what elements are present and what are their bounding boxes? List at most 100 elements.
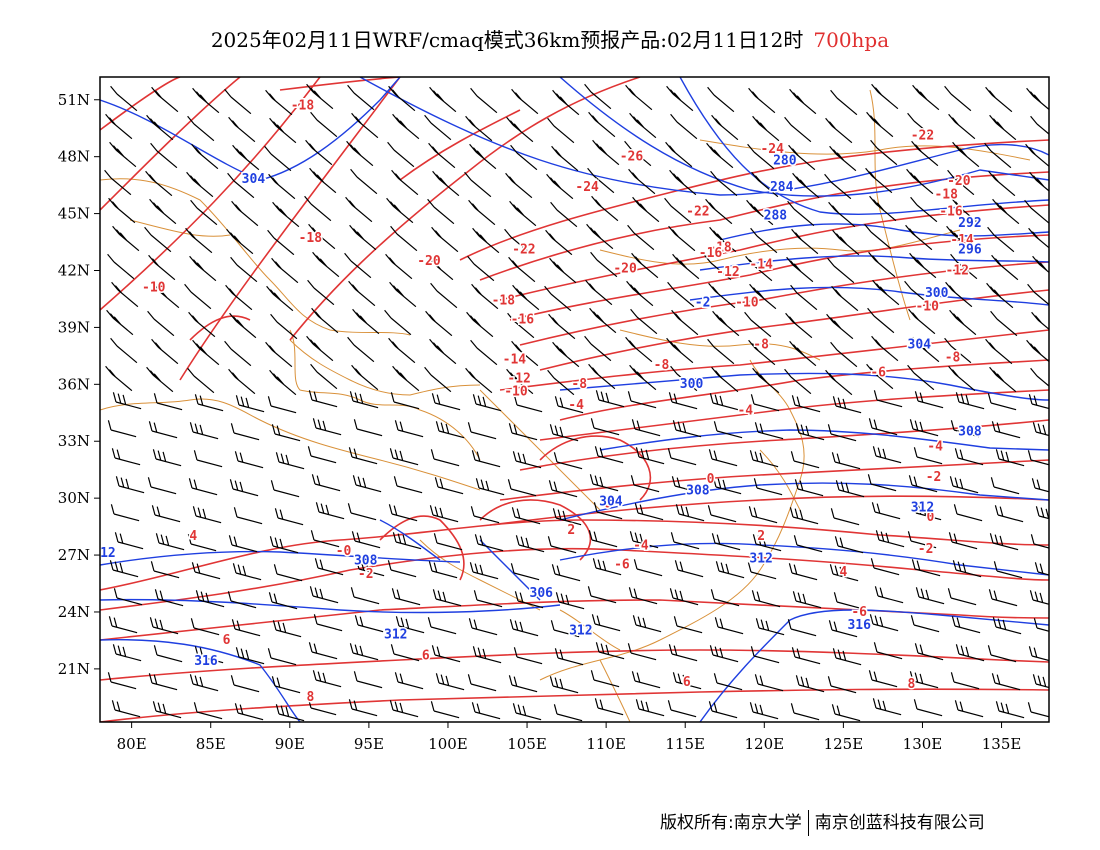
wind-barb <box>313 614 343 632</box>
wind-barb <box>430 449 460 467</box>
wind-barb <box>866 363 894 390</box>
temperature-isoline <box>379 515 465 581</box>
temperature-isoline <box>100 649 1049 681</box>
wind-barb <box>389 281 417 308</box>
height-isoline <box>679 77 1049 215</box>
wind-barb <box>951 616 981 634</box>
wind-barb <box>633 559 663 577</box>
wind-barb <box>390 225 418 252</box>
wind-barb <box>148 254 176 281</box>
temperature-label: -18 <box>492 294 516 309</box>
wind-barb <box>946 225 974 252</box>
wind-barb <box>831 704 861 722</box>
wind-barb <box>347 503 377 521</box>
wind-barb <box>548 480 578 498</box>
wind-barb <box>309 167 337 194</box>
height-isoline <box>699 609 1049 722</box>
lon-tick-label: 85E <box>196 735 226 753</box>
wind-barb <box>229 312 257 339</box>
height-label: 312 <box>384 628 407 643</box>
wind-barb <box>715 561 745 579</box>
wind-barb <box>708 449 738 467</box>
height-label: 284 <box>770 180 794 195</box>
wind-barb <box>354 615 384 633</box>
lat-tick-label: 51N <box>58 91 90 109</box>
wind-barb <box>753 478 783 496</box>
wind-barb <box>431 393 461 411</box>
wind-barb <box>635 447 665 465</box>
lon-tick-label: 115E <box>665 735 705 753</box>
wind-barb <box>1028 394 1049 410</box>
wind-barb <box>429 86 457 113</box>
wind-barb <box>465 367 493 394</box>
height-label: 308 <box>354 554 378 569</box>
wind-barb <box>672 672 702 690</box>
wind-barb <box>147 310 175 337</box>
wind-barb <box>705 198 733 225</box>
wind-barb <box>112 392 142 410</box>
wind-barb <box>233 507 263 525</box>
wind-barb <box>790 451 820 469</box>
wind-barb <box>467 422 497 440</box>
height-label: 304 <box>599 495 623 510</box>
wind-barb <box>347 84 375 111</box>
wind-barb <box>152 449 182 467</box>
country-border <box>869 89 911 321</box>
wind-barb <box>227 172 255 199</box>
wind-barb <box>1032 422 1049 437</box>
wind-barb <box>954 448 984 466</box>
wind-barb <box>826 313 854 340</box>
wind-barb <box>228 116 256 143</box>
temperature-label: -14 <box>950 233 974 248</box>
wind-barb <box>787 619 817 637</box>
wind-barb <box>304 195 332 222</box>
wind-barb <box>948 532 978 550</box>
temperature-label: -8 <box>753 337 769 352</box>
lat-tick-label: 21N <box>58 660 90 678</box>
wind-barb <box>872 698 902 716</box>
wind-barb <box>626 280 654 307</box>
wind-barb <box>428 142 456 169</box>
wind-barb <box>191 143 219 170</box>
wind-barb <box>591 614 621 632</box>
lon-tick-label: 120E <box>745 735 785 753</box>
wind-barb <box>107 420 137 438</box>
temperature-isoline <box>279 77 401 91</box>
height-label: 312 <box>911 500 934 515</box>
wind-barb <box>908 475 938 493</box>
temperature-label: -10 <box>735 296 759 311</box>
wind-barb <box>430 282 458 309</box>
temperature-isoline <box>289 77 641 341</box>
company-name: 南京创蓝科技有限公司 <box>814 813 985 833</box>
temperature-label: -0 <box>336 544 352 559</box>
wind-barb <box>151 505 181 523</box>
wind-barb <box>991 421 1021 439</box>
wind-barb <box>545 229 573 256</box>
wind-barb <box>630 475 660 493</box>
wind-barb <box>829 564 859 582</box>
temperature-label: 6 <box>683 675 691 690</box>
wind-barb <box>790 284 818 311</box>
wind-barb <box>274 508 304 526</box>
wind-barb <box>750 394 780 412</box>
wind-barb <box>634 503 664 521</box>
wind-barb <box>351 112 379 139</box>
wind-barb <box>150 561 180 579</box>
wind-barb <box>665 141 693 168</box>
wind-barb <box>950 420 980 438</box>
temperature-label: -2 <box>926 470 942 485</box>
wind-barb <box>187 534 217 552</box>
wind-barb <box>745 255 773 282</box>
temperature-label: 2 <box>757 529 765 544</box>
wind-barb <box>388 504 418 522</box>
wind-barb <box>505 172 533 199</box>
wind-barb <box>709 393 739 411</box>
wind-barb <box>712 477 742 495</box>
wind-barb <box>631 671 661 689</box>
wind-barb <box>987 645 1017 663</box>
height-label: 300 <box>925 286 949 301</box>
wind-barb <box>867 307 895 334</box>
wind-barb <box>629 112 657 139</box>
wind-barb <box>671 309 699 336</box>
